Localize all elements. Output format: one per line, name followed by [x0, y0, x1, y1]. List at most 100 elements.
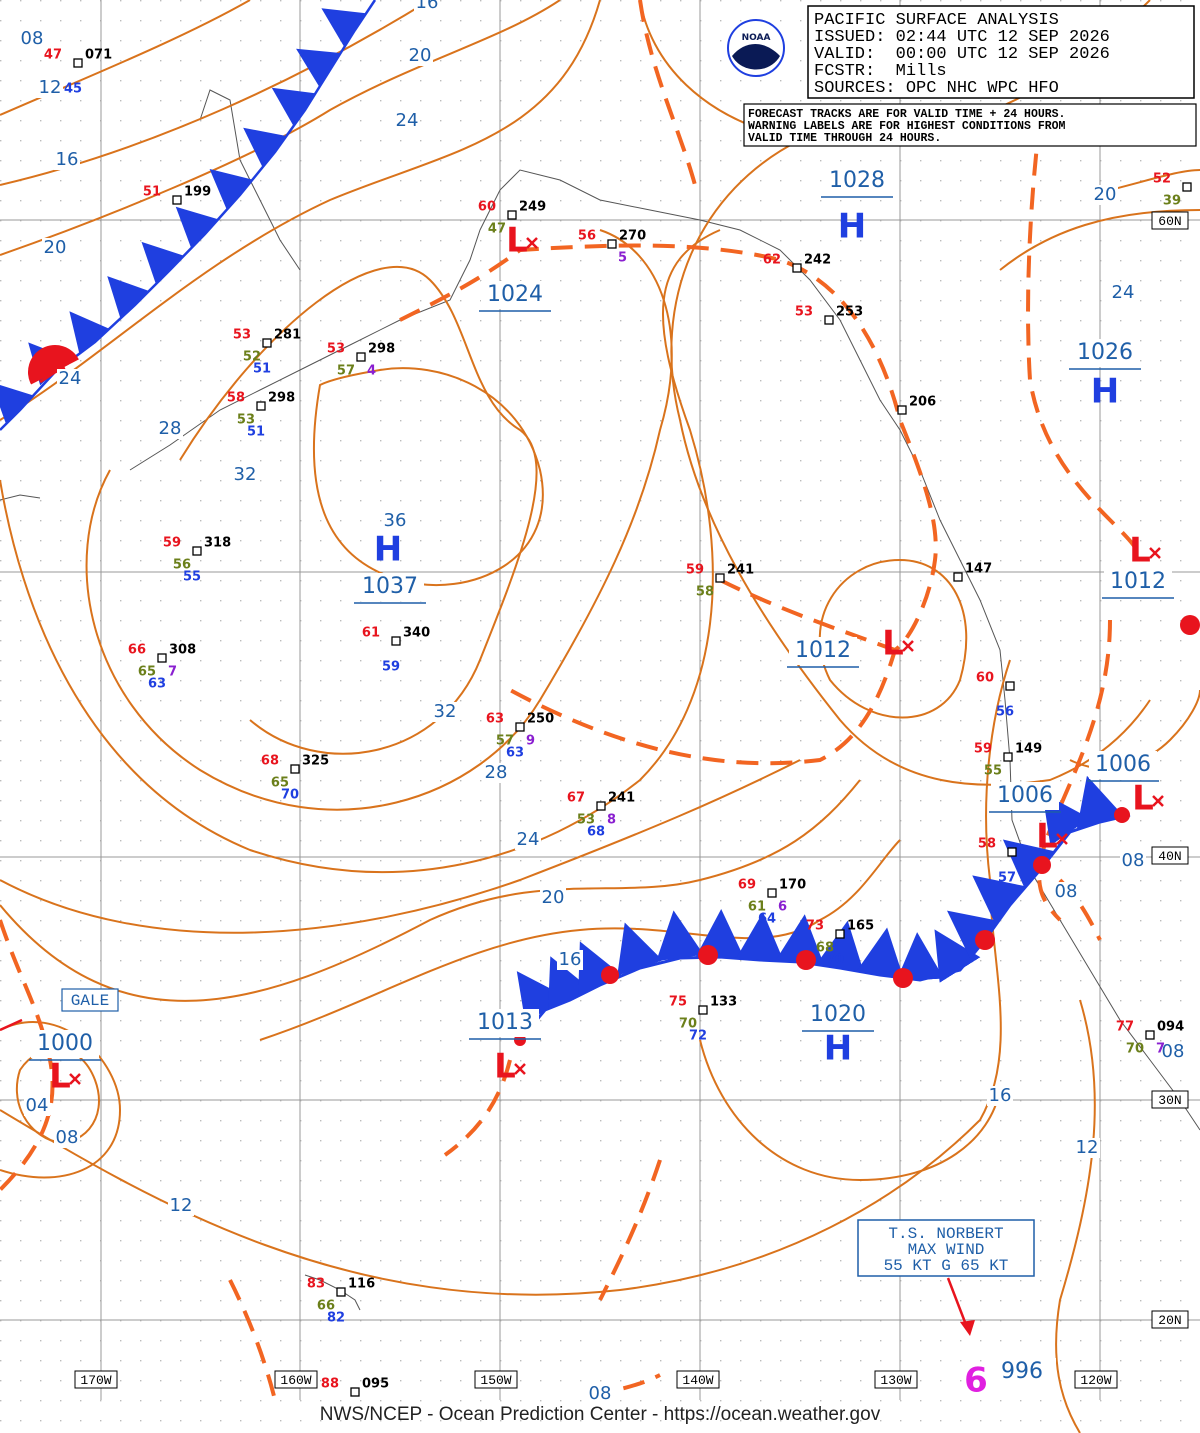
station-t: 58	[227, 391, 245, 406]
isobar-label-bg	[557, 950, 583, 970]
station-t: 63	[486, 712, 504, 727]
station-p: 340	[403, 626, 430, 641]
isobar-label: 20	[409, 45, 432, 66]
station-x: 7	[1156, 1042, 1165, 1057]
gale-warning: GALE	[61, 988, 119, 1012]
station-p: 199	[184, 185, 211, 200]
station-p: 133	[710, 995, 737, 1010]
station-marker	[73, 58, 83, 68]
station-p: 241	[608, 791, 635, 806]
station-marker	[172, 195, 182, 205]
station-t: 60	[976, 671, 994, 686]
isobar-label-bg	[540, 888, 566, 908]
tropical-symbol: 6	[964, 1361, 988, 1401]
isobar-label: 12	[1076, 1137, 1099, 1158]
low-symbol: L	[1129, 531, 1151, 571]
station-p: 281	[274, 328, 301, 343]
lon-label: 170W	[80, 1373, 111, 1388]
station-d: 66	[317, 1299, 335, 1314]
header: NOAA PACIFIC SURFACE ANALYSIS ISSUED: 02…	[727, 5, 1197, 147]
center-pressure: 1028	[829, 168, 885, 193]
isobar-label: 28	[159, 418, 182, 439]
station-w: 64	[758, 912, 776, 927]
isobar-label-bg	[407, 46, 433, 66]
isobar-label-bg	[19, 29, 45, 49]
low-x	[1149, 547, 1161, 559]
station-marker	[350, 1387, 360, 1397]
station-t: 62	[763, 253, 781, 268]
center-label-bg	[356, 573, 424, 601]
lon-label-box	[274, 1370, 318, 1389]
center-label-bg	[1104, 568, 1172, 596]
station-marker	[507, 210, 517, 220]
lat-label: 40N	[1158, 849, 1181, 864]
station-d: 57	[337, 364, 355, 379]
center-label-bg	[481, 281, 549, 309]
station-x: 6	[778, 900, 787, 915]
low-symbol: L	[49, 1057, 71, 1097]
station-t: 69	[738, 878, 756, 893]
station-d: 70	[1126, 1042, 1144, 1057]
station-p: 170	[779, 878, 806, 893]
storm-wind-value: 55 KT G 65 KT	[884, 1257, 1009, 1275]
center-pressure: 1037	[362, 574, 418, 599]
station-w: 56	[996, 705, 1014, 720]
center-pressure: 996	[1001, 1359, 1043, 1384]
station-w: 70	[826, 953, 844, 968]
station-marker	[192, 546, 202, 556]
station-x: 8	[607, 813, 616, 828]
station-t: 59	[686, 563, 704, 578]
station-p: 241	[727, 563, 754, 578]
station-w: 70	[281, 788, 299, 803]
lon-label-box	[676, 1370, 720, 1389]
station-d: 70	[679, 1017, 697, 1032]
station-marker	[715, 573, 725, 583]
isobar-label-bg	[42, 238, 68, 258]
station-x: 5	[618, 251, 627, 266]
station-p: 071	[85, 48, 112, 63]
isobar-label-bg	[54, 1128, 80, 1148]
station-t: 60	[478, 200, 496, 215]
lon-label: 140W	[682, 1373, 713, 1388]
station-p: 298	[368, 342, 395, 357]
center-label-bg	[31, 1030, 99, 1058]
lon-label-box	[874, 1370, 918, 1389]
station-w: 55	[183, 570, 201, 585]
station-marker	[897, 405, 907, 415]
station-w: 51	[253, 362, 271, 377]
station-t: 75	[669, 995, 687, 1010]
station-w: 63	[506, 746, 524, 761]
station-t: 61	[362, 626, 380, 641]
station-marker	[1003, 752, 1013, 762]
isobar-label: 16	[989, 1085, 1012, 1106]
center-label-bg	[471, 1009, 539, 1037]
station-t: 56	[578, 229, 596, 244]
low-symbol: L	[506, 221, 528, 261]
isobar-label: 08	[56, 1127, 79, 1148]
storm-name: T.S. NORBERT	[888, 1225, 1003, 1243]
lon-label-box	[74, 1370, 118, 1389]
isobar-label: 08	[1055, 881, 1078, 902]
low-x	[526, 237, 538, 249]
station-d: 47	[488, 222, 506, 237]
station-t: 77	[1116, 1020, 1134, 1035]
station-marker	[698, 1005, 708, 1015]
station-t: 51	[143, 185, 161, 200]
center-pressure: 1024	[487, 282, 543, 307]
station-marker	[1007, 847, 1017, 857]
station-p: 116	[348, 1277, 375, 1292]
center-pressure: 1026	[1077, 340, 1133, 365]
isobar-label-bg	[157, 419, 183, 439]
station-marker	[607, 239, 617, 249]
station-t: 53	[233, 328, 251, 343]
isobar-label: 16	[56, 149, 79, 170]
isobar-label-bg	[232, 465, 258, 485]
storm-wind: MAX WIND	[908, 1241, 985, 1259]
isobar-label-bg	[987, 1086, 1013, 1106]
footer: NWS/NCEP - Ocean Prediction Center - htt…	[320, 1404, 881, 1425]
isobar-label: 08	[21, 28, 44, 49]
station-t: 66	[128, 643, 146, 658]
station-p: 318	[204, 536, 231, 551]
high-symbol: H	[374, 530, 402, 570]
isobar-label-bg	[168, 1196, 194, 1216]
